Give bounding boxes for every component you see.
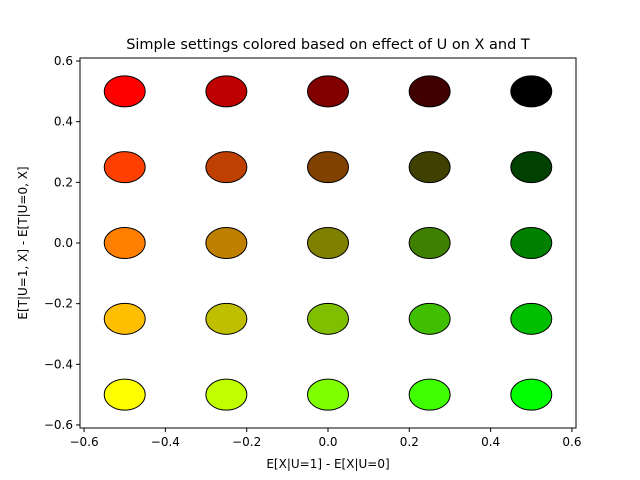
scatter-point bbox=[103, 227, 146, 259]
x-tick-label: 0.0 bbox=[318, 435, 337, 449]
scatter-point bbox=[408, 75, 451, 108]
scatter-point bbox=[510, 302, 553, 335]
scatter-point bbox=[103, 302, 146, 335]
scatter-point bbox=[510, 151, 553, 184]
y-tick-label: −0.6 bbox=[44, 418, 73, 432]
y-tick-label: −0.4 bbox=[44, 357, 73, 371]
scatter-point bbox=[205, 302, 248, 335]
x-tick-label: 0.4 bbox=[481, 435, 500, 449]
scatter-point bbox=[307, 151, 349, 184]
scatter-point bbox=[307, 302, 349, 335]
scatter-point bbox=[205, 227, 248, 259]
y-tick-label: 0.4 bbox=[54, 115, 73, 129]
scatter-point bbox=[510, 75, 553, 108]
y-axis-label: E[T|U=1, X] - E[T|U=0, X] bbox=[16, 166, 30, 319]
scatter-point bbox=[103, 75, 146, 108]
y-tick-label: 0.0 bbox=[54, 236, 73, 250]
scatter-point bbox=[307, 227, 349, 259]
y-axis-ticks: −0.6 −0.4 −0.2 0.0 0.2 0.4 0.6 bbox=[44, 54, 80, 432]
scatter-point bbox=[205, 378, 248, 411]
x-tick-label: 0.6 bbox=[562, 435, 581, 449]
scatter-point bbox=[103, 378, 146, 411]
scatter-point bbox=[307, 75, 349, 108]
scatter-point bbox=[408, 302, 451, 335]
x-axis-label: E[X|U=1] - E[X|U=0] bbox=[266, 457, 389, 471]
points-layer bbox=[103, 75, 553, 411]
x-tick-label: −0.4 bbox=[151, 435, 180, 449]
y-tick-label: −0.2 bbox=[44, 297, 73, 311]
scatter-point bbox=[510, 227, 553, 259]
x-tick-label: −0.6 bbox=[69, 435, 98, 449]
scatter-point bbox=[205, 75, 248, 108]
y-tick-label: 0.2 bbox=[54, 175, 73, 189]
x-tick-label: −0.2 bbox=[232, 435, 261, 449]
x-axis-ticks: −0.6 −0.4 −0.2 0.0 0.2 0.4 0.6 bbox=[69, 428, 581, 449]
chart-title: Simple settings colored based on effect … bbox=[126, 37, 530, 53]
scatter-point bbox=[103, 151, 146, 184]
scatter-point bbox=[510, 378, 553, 411]
x-tick-label: 0.2 bbox=[400, 435, 419, 449]
scatter-point bbox=[408, 227, 451, 259]
y-tick-label: 0.6 bbox=[54, 54, 73, 68]
scatter-point bbox=[408, 151, 451, 184]
scatter-point bbox=[307, 378, 349, 411]
scatter-point bbox=[408, 378, 451, 411]
scatter-point bbox=[205, 151, 248, 184]
